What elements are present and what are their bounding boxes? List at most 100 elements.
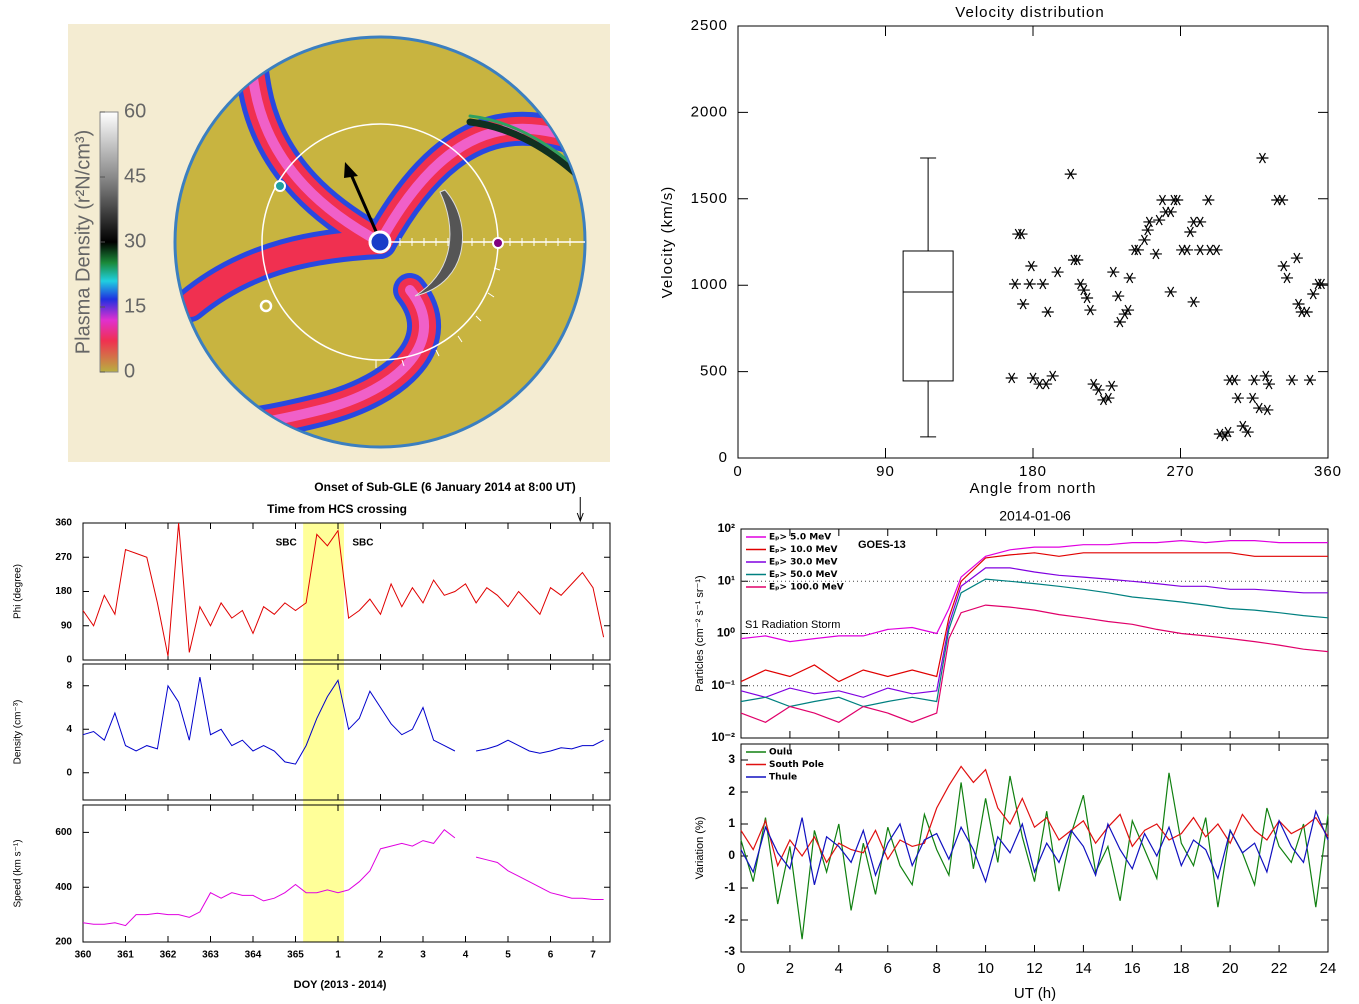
scatter-point xyxy=(1292,298,1305,310)
scatter-point xyxy=(1081,292,1094,304)
data-line xyxy=(740,809,1329,885)
y-axis-label: Variation (%) xyxy=(694,817,706,880)
chart-title: Velocity distribution xyxy=(955,4,1104,21)
colorbar-label: Plasma Density (r²N/cm³) xyxy=(72,130,94,354)
y-tick-label: 600 xyxy=(55,827,72,838)
legend-label: Eₚ> 10.0 MeV xyxy=(769,545,838,555)
scatter-point xyxy=(1300,306,1313,318)
onset-arrow xyxy=(576,497,584,523)
scatter-point xyxy=(1131,244,1144,256)
scatter-point xyxy=(1194,216,1207,228)
x-axis-label: Angle from north xyxy=(970,480,1097,497)
x-tick-label: 16 xyxy=(1124,960,1141,977)
legend-label: South Pole xyxy=(769,760,824,770)
y-tick-label: 360 xyxy=(55,518,72,529)
x-tick-label: 6 xyxy=(884,960,892,977)
whisker-high xyxy=(920,157,937,251)
scatter-point xyxy=(1236,420,1249,432)
x-tick-label: 18 xyxy=(1173,960,1190,977)
y-tick-label: 8 xyxy=(66,680,72,691)
data-line xyxy=(740,604,1329,723)
annotation: S1 Radiation Storm xyxy=(745,619,840,631)
colorbar-tick-label: 15 xyxy=(124,295,146,317)
data-line xyxy=(82,522,605,657)
scatter-point xyxy=(1181,244,1194,256)
y-tick-label: 0 xyxy=(728,848,735,862)
x-tick-label: 270 xyxy=(1166,463,1194,480)
scatter-point xyxy=(1113,316,1126,328)
scatter-point xyxy=(1218,430,1231,442)
scatter-point xyxy=(1263,378,1275,390)
y-tick-label: 2 xyxy=(728,784,735,798)
colorbar-tick-label: 0 xyxy=(124,360,135,382)
y-tick-label: 2000 xyxy=(691,103,728,120)
scatter-point xyxy=(1276,194,1289,206)
shaded-interval xyxy=(303,523,344,942)
x-tick-label: 360 xyxy=(75,950,92,961)
scatter-point xyxy=(1040,378,1053,390)
scatter-point xyxy=(1118,308,1131,320)
data-line xyxy=(740,578,1329,708)
scatter-point xyxy=(1231,392,1244,404)
scatter-point xyxy=(1092,384,1105,396)
y-tick-label: 400 xyxy=(55,882,72,893)
scatter-point xyxy=(1285,374,1298,386)
legend-label: Eₚ> 50.0 MeV xyxy=(769,570,838,580)
y-tick-label: 180 xyxy=(55,586,72,597)
annotation: Onset of Sub-GLE (6 January 2014 at 8:00… xyxy=(314,480,575,494)
scatter-point xyxy=(1138,234,1151,246)
y-tick-label: 1500 xyxy=(691,190,728,207)
y-tick-label: 10⁰ xyxy=(717,626,735,640)
scatter-point xyxy=(1102,392,1115,404)
scatter-point xyxy=(1315,278,1328,290)
x-tick-label: 2 xyxy=(378,950,384,961)
whisker-low xyxy=(920,380,937,438)
scatter-point xyxy=(1041,306,1054,318)
scatter-point xyxy=(1112,290,1125,302)
data-line xyxy=(82,829,604,927)
plot-frame xyxy=(82,663,611,801)
y-tick-label: 3 xyxy=(728,752,735,766)
scatter-point xyxy=(1008,278,1021,290)
scatter-point xyxy=(1149,248,1162,260)
scatter-point xyxy=(1241,426,1254,438)
scatter-point xyxy=(1246,392,1259,404)
y-axis-label: Speed (km s⁻¹) xyxy=(13,839,24,907)
y-tick-label: 500 xyxy=(700,363,728,380)
scatter-point xyxy=(1153,214,1166,226)
x-tick-label: 20 xyxy=(1222,960,1239,977)
plot-frame xyxy=(82,804,611,943)
x-axis-label: UT (h) xyxy=(1014,985,1056,1002)
y-axis-label: Phi (degree) xyxy=(13,564,24,619)
scatter-point xyxy=(1122,304,1135,316)
legend-label: Eₚ> 30.0 MeV xyxy=(769,558,838,568)
scatter-point xyxy=(1228,374,1241,386)
scatter-point xyxy=(1023,278,1036,290)
scatter-point xyxy=(1123,272,1136,284)
box xyxy=(902,250,954,382)
y-axis-label: Density (cm⁻³) xyxy=(13,700,24,765)
scatter-point xyxy=(1210,244,1223,256)
scatter-point xyxy=(1036,278,1049,290)
scatter-point xyxy=(1222,426,1235,438)
data-line xyxy=(740,772,1329,940)
y-tick-label: -2 xyxy=(724,912,735,926)
scatter-point xyxy=(1259,370,1272,382)
plot-frame xyxy=(82,522,611,661)
scatter-point xyxy=(1156,194,1169,206)
y-axis-label: Particles (cm⁻² s⁻¹ sr⁻¹) xyxy=(694,575,706,691)
plot-frame xyxy=(737,25,1329,459)
colorbar-tick-label: 60 xyxy=(124,100,146,122)
x-tick-label: 7 xyxy=(590,950,596,961)
x-tick-label: 24 xyxy=(1320,960,1337,977)
data-line xyxy=(82,677,604,765)
scatter-point xyxy=(1107,266,1120,278)
annotation: GOES-13 xyxy=(858,539,906,551)
scatter-point xyxy=(1202,194,1215,206)
chart-title: Time from HCS crossing xyxy=(267,502,407,516)
data-line xyxy=(740,765,1329,868)
y-axis-label: Velocity (km/s) xyxy=(659,186,676,299)
data-line xyxy=(740,539,1328,643)
shade-label: SBC xyxy=(352,538,373,549)
